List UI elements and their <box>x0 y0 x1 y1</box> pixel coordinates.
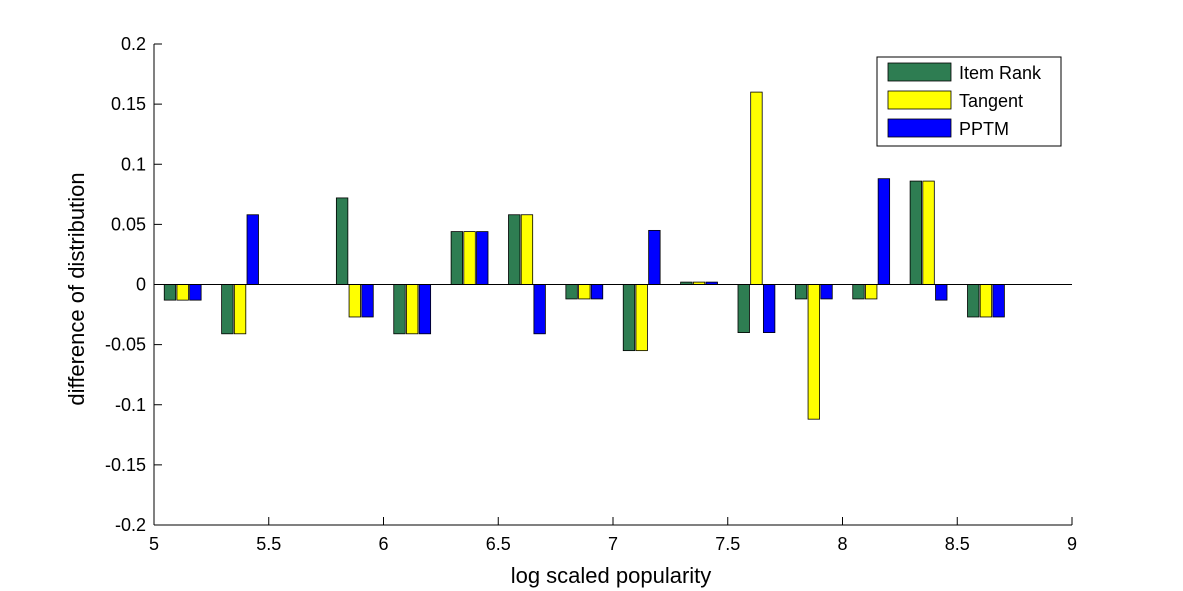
y-tick-label: -0.2 <box>115 515 146 535</box>
bar-tangent <box>348 284 361 318</box>
bar-tangent <box>807 284 820 420</box>
bar-tangent <box>635 284 648 352</box>
bar-item-rank <box>794 284 808 300</box>
x-tick-label: 9 <box>1067 534 1077 554</box>
y-tick-label: 0.1 <box>121 154 146 174</box>
bar-item-rank <box>163 284 177 301</box>
bar-item-rank <box>852 284 865 300</box>
x-tick-label: 6.5 <box>486 534 511 554</box>
legend-label: Item Rank <box>959 63 1042 83</box>
bar-pptm <box>935 284 948 301</box>
bar-item-rank <box>565 284 578 300</box>
x-tick-label: 7.5 <box>715 534 740 554</box>
bar-tangent <box>406 284 419 335</box>
bar-item-rank <box>508 214 521 285</box>
y-tick-label: 0.05 <box>111 214 146 234</box>
bar-pptm <box>246 214 259 285</box>
bar-pptm <box>361 284 374 318</box>
legend-swatch <box>887 62 952 82</box>
legend-label: PPTM <box>959 119 1009 139</box>
bar-item-rank <box>909 180 923 285</box>
x-tick-label: 5.5 <box>256 534 281 554</box>
y-tick-label: 0.15 <box>111 94 146 114</box>
bar-tangent <box>922 180 935 285</box>
bar-pptm <box>533 284 546 335</box>
bar-item-rank <box>335 197 349 285</box>
bar-tangent <box>865 284 878 300</box>
y-tick-label: 0 <box>136 275 146 295</box>
legend-swatch <box>887 118 952 138</box>
bar-pptm <box>877 178 891 285</box>
x-tick-label: 7 <box>608 534 618 554</box>
bar-item-rank <box>221 284 234 335</box>
bar-pptm <box>476 231 489 285</box>
legend: Item Rank Tangent PPTM <box>876 56 1062 147</box>
x-tick-label: 8 <box>837 534 847 554</box>
bar-pptm <box>418 284 432 335</box>
bar-pptm <box>992 284 1005 318</box>
legend-swatch <box>887 90 952 110</box>
y-tick-label: -0.15 <box>105 455 146 475</box>
bar-tangent <box>750 91 763 285</box>
bar-pptm <box>762 284 776 333</box>
bar-item-rank <box>967 284 980 318</box>
bar-tangent <box>233 284 247 335</box>
x-tick-label: 6 <box>378 534 388 554</box>
y-tick-label: -0.05 <box>105 335 146 355</box>
bar-tangent <box>979 284 993 318</box>
bar-item-rank <box>450 231 464 285</box>
bar-item-rank <box>622 284 636 352</box>
bar-pptm <box>189 284 202 301</box>
bar-tangent <box>463 231 476 285</box>
bar-tangent <box>520 214 534 285</box>
y-tick-label: -0.1 <box>115 395 146 415</box>
legend-label: Tangent <box>959 91 1023 111</box>
y-axis-label: difference of distribution <box>64 172 89 405</box>
x-tick-label: 8.5 <box>945 534 970 554</box>
bar-pptm <box>820 284 833 300</box>
x-axis-label: log scaled popularity <box>511 563 712 588</box>
bar-pptm <box>648 229 661 285</box>
bar-item-rank <box>393 284 406 335</box>
y-tick-label: 0.2 <box>121 34 146 54</box>
bar-tangent <box>578 284 591 300</box>
x-tick-label: 5 <box>149 534 159 554</box>
bar-tangent <box>176 284 189 301</box>
bar-pptm <box>590 284 604 300</box>
bar-item-rank <box>737 284 750 333</box>
